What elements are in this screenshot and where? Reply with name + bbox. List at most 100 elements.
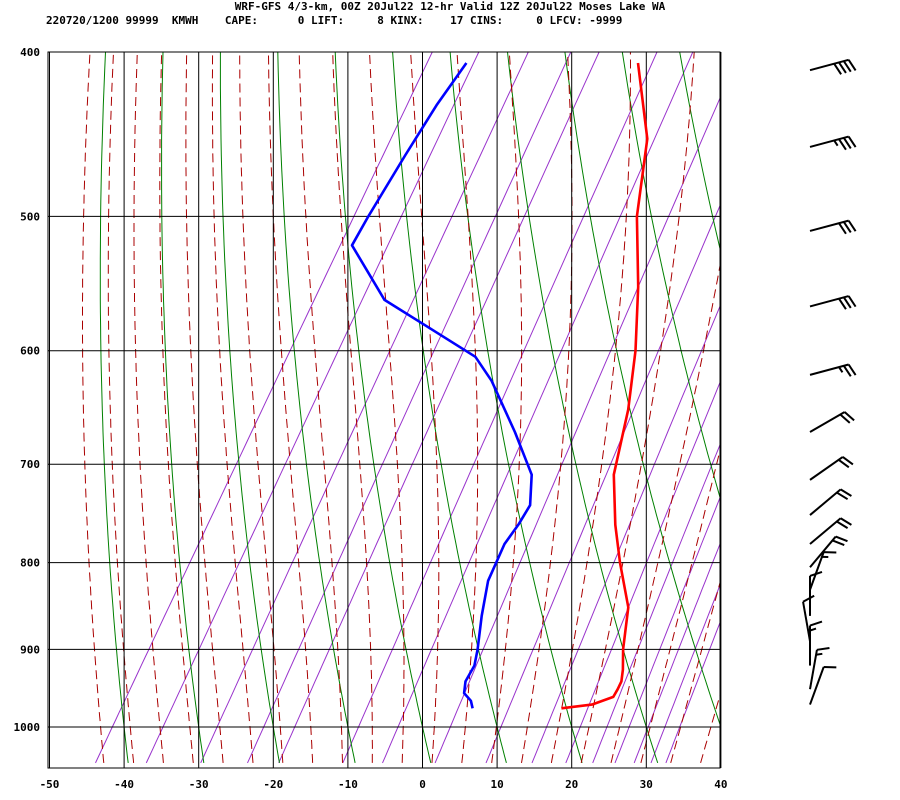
dry-adiabat-line [791,33,900,763]
mixing-ratio-line [665,621,720,764]
moist-adiabat-line [550,52,631,763]
cape-label: CAPE: [224,14,258,27]
wind-barb [809,665,837,705]
cape-value: 0 [297,14,305,27]
x-tick-label: 0 [419,778,426,791]
wind-barb-flag [836,491,849,501]
wind-barb-flag [838,61,847,74]
wind-barb [802,594,815,642]
wind-barb-flag [842,221,852,234]
moist-adiabat-line [332,52,373,763]
mixing-ratio-line [278,52,600,764]
moist-adiabat-line [610,262,720,764]
x-tick-label: -40 [114,778,134,791]
wind-barb-flag [842,137,852,149]
wind-barb-shaft [809,456,844,481]
wind-barb-flag [839,413,851,424]
wind-barb-half-flag [809,627,817,632]
cins-label: CINS: [469,14,504,27]
wind-barb-shaft [809,666,825,705]
y-tick-label: 700 [20,458,40,471]
kinx-value: 17 [450,14,464,27]
wind-barb-flag [836,520,849,529]
moist-adiabat-line [133,52,164,763]
wind-barb [809,58,857,75]
x-tick-labels: -50 -40 -30 -20 -10 0 10 20 30 40 [40,778,728,791]
wind-barb-flag [840,517,852,526]
wind-barb-flag [802,594,815,603]
wind-barb-half-flag [833,139,839,147]
wind-barb-shaft [809,295,849,308]
mixing-ratio-line [485,204,720,764]
wind-barb [809,646,830,690]
wind-barb-flag [840,488,852,497]
x-tick-label: 30 [640,778,653,791]
wind-barb-shaft [809,411,846,433]
y-tick-label: 800 [20,557,40,570]
wind-barb-flag [809,570,823,577]
y-tick-label: 1000 [14,721,41,734]
kinx-label: KINX: [390,14,424,27]
y-tick-labels: 400 500 600 700 800 900 1000 [14,46,41,734]
wind-barb-flag [838,298,847,310]
moist-adiabat-line [159,52,194,763]
mixing-ratio-line [95,52,433,764]
wind-barb-flag [847,363,857,376]
x-tick-label: 20 [565,778,578,791]
mixing-ratio-line [145,52,480,764]
moist-adiabat-line [298,52,343,763]
wind-barb [809,135,857,151]
wind-barb-shaft [809,517,842,545]
wind-barb-flag [847,59,857,71]
wind-barb [809,363,857,377]
wind-barb [809,456,854,481]
wind-barb [809,488,852,516]
wind-barb [809,551,837,591]
dry-adiabat-line [848,33,900,763]
wind-barb-flag [835,535,848,543]
moist-adiabat-line [730,33,900,763]
mixing-ratio-line [650,583,720,764]
wind-barb-shaft [809,135,849,148]
moist-adiabat-line [670,580,720,764]
wind-barb [809,570,823,616]
profiles [350,62,649,710]
station-id: 220720/1200 99999 KMWH [46,14,199,27]
moist-adiabat-line [211,52,254,763]
temperature-profile [561,62,649,710]
mixing-ratio-line [200,52,529,764]
wind-barb-shaft [809,649,818,690]
wind-barb-flag [847,220,857,232]
wind-barb-flag [842,365,852,377]
moist-adiabat-line [107,52,135,763]
wind-barb [809,517,852,545]
x-tick-label: -10 [338,778,358,791]
wind-barb-flag [842,456,854,466]
moist-adiabat-line [368,52,405,763]
moist-adiabat-line [239,52,284,763]
moist-adiabat-line [700,693,720,764]
wind-barb-shaft [802,601,811,642]
mixing-ratio-line [565,381,720,764]
y-tick-label: 500 [20,210,40,223]
wind-barb-flag [832,539,845,546]
y-tick-label: 600 [20,345,40,358]
wind-barb-shaft [809,363,849,376]
wind-barb [809,295,857,310]
x-tick-label: 40 [714,778,727,791]
wind-barb-flag [816,646,830,651]
x-tick-label: -30 [189,778,209,791]
moist-adiabat-line [185,52,224,763]
wind-barb-flag [847,295,857,308]
wind-barbs [802,58,857,705]
dry-adiabat-line [392,52,507,764]
y-tick-label: 400 [20,46,40,59]
wind-barb [809,411,855,433]
moist-adiabat-line [82,52,105,763]
x-tick-label: -20 [263,778,283,791]
background-lines [82,33,900,764]
wind-barb-flag [809,620,823,627]
wind-barb-flag [842,60,852,73]
moist-adiabat-line [267,52,314,763]
